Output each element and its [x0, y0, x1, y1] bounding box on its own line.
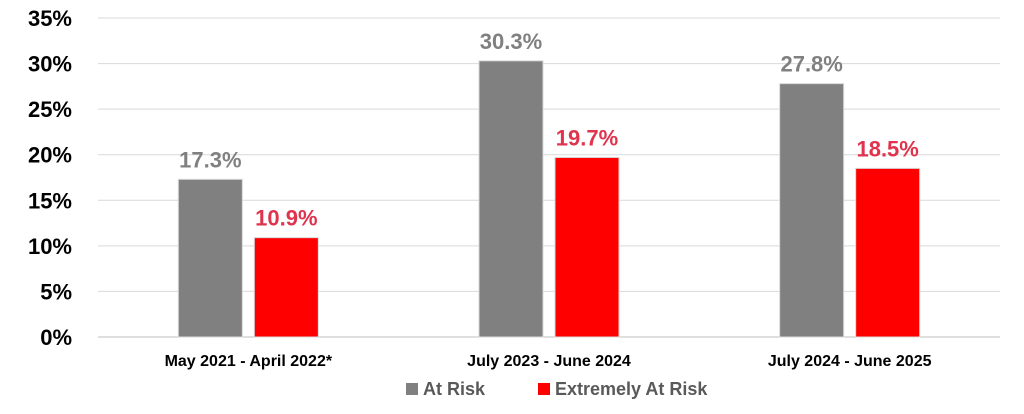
- y-tick-label: 20%: [28, 143, 72, 168]
- x-category-label: May 2021 - April 2022*: [165, 353, 333, 370]
- bar-extremely-at-risk: [855, 167, 921, 338]
- bar-extremely-at-risk: [253, 237, 319, 338]
- bar-at-risk: [779, 83, 845, 338]
- x-axis-categories: May 2021 - April 2022* July 2023 - June 2…: [165, 353, 932, 370]
- y-tick-label: 30%: [28, 52, 72, 77]
- legend-label: At Risk: [423, 379, 486, 399]
- x-category-label: July 2023 - June 2024: [467, 353, 631, 370]
- data-label: 10.9%: [255, 206, 317, 231]
- legend-swatch: [538, 383, 550, 395]
- data-label: 18.5%: [856, 136, 918, 161]
- bar-at-risk: [177, 178, 243, 338]
- legend-label: Extremely At Risk: [555, 379, 708, 399]
- bars: [177, 60, 921, 338]
- data-labels: 17.3% 10.9% 30.3% 19.7% 27.8% 18.5%: [179, 29, 919, 231]
- bar-extremely-at-risk: [554, 156, 620, 338]
- legend-swatch: [406, 383, 418, 395]
- y-tick-label: 10%: [28, 234, 72, 259]
- data-label: 27.8%: [780, 52, 842, 77]
- y-tick-label: 5%: [40, 279, 72, 304]
- data-label: 17.3%: [179, 147, 241, 172]
- y-tick-label: 35%: [28, 6, 72, 31]
- data-label: 30.3%: [480, 29, 542, 54]
- data-label: 19.7%: [556, 125, 618, 150]
- y-tick-label: 0%: [40, 325, 72, 350]
- y-tick-label: 25%: [28, 97, 72, 122]
- y-tick-label: 15%: [28, 188, 72, 213]
- legend: At Risk Extremely At Risk: [406, 379, 708, 399]
- x-category-label: July 2024 - June 2025: [768, 353, 932, 370]
- bar-at-risk: [478, 60, 544, 338]
- y-axis-ticks: 0% 5% 10% 15% 20% 25% 30% 35%: [28, 6, 72, 350]
- gridlines: [98, 17, 1000, 338]
